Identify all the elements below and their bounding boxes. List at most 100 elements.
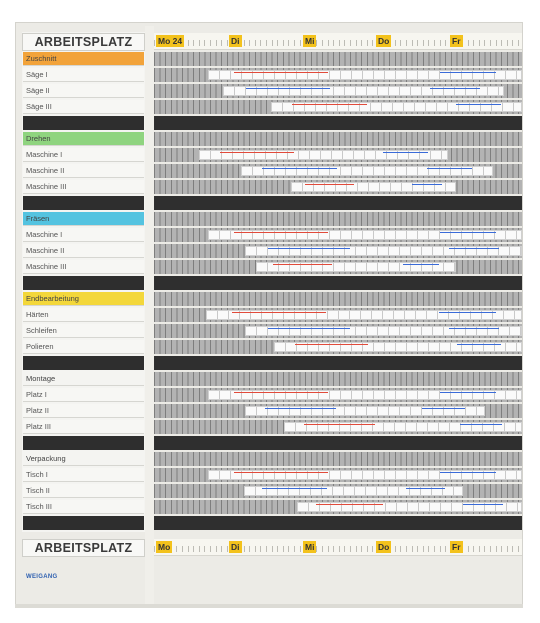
hour-tick	[249, 40, 251, 46]
order-card[interactable]	[243, 486, 464, 496]
top-day-tag: Do	[376, 35, 392, 47]
hour-tick	[434, 546, 435, 552]
hour-tick	[316, 546, 318, 552]
hour-tick	[322, 546, 323, 552]
day-header-top: Mo 24 Di Mi Do Fr	[154, 33, 522, 50]
hour-tick	[501, 546, 503, 552]
order-card-line	[439, 312, 496, 313]
order-card[interactable]	[222, 86, 504, 96]
hour-tick	[518, 546, 519, 552]
hour-tick	[394, 40, 396, 46]
order-card[interactable]	[284, 422, 522, 432]
hour-tick	[361, 40, 363, 46]
order-card[interactable]	[297, 502, 522, 512]
day-header-bottom: Mo Di Mi Do Fr	[154, 539, 522, 556]
separator-strip	[23, 436, 144, 450]
bottom-day-tag: Di	[229, 541, 242, 553]
hour-tick	[484, 546, 486, 552]
order-card-line	[234, 72, 328, 73]
hour-tick	[439, 40, 441, 46]
hour-tick	[445, 40, 447, 46]
separator-strip	[23, 516, 144, 530]
hour-tick	[400, 546, 402, 552]
top-day-tag: Mi	[303, 35, 317, 47]
hour-tick	[221, 40, 223, 46]
order-card-line	[457, 344, 502, 345]
order-card-line	[272, 264, 333, 265]
top-day-tag: Di	[229, 35, 242, 47]
order-card-line	[439, 392, 497, 393]
workstation-label: Maschine II	[23, 164, 144, 178]
hour-tick	[406, 40, 407, 46]
hour-tick	[299, 40, 301, 46]
hour-tick	[490, 546, 491, 552]
hour-tick	[210, 40, 211, 46]
order-card-line	[231, 312, 326, 313]
order-card[interactable]	[244, 326, 522, 336]
hour-tick	[322, 40, 323, 46]
group-label: Fräsen	[23, 212, 144, 226]
order-card[interactable]	[255, 262, 456, 272]
hour-tick	[344, 40, 346, 46]
group-label: Montage	[23, 372, 144, 386]
order-card[interactable]	[244, 246, 522, 256]
hour-tick	[210, 546, 211, 552]
hour-tick	[277, 546, 279, 552]
order-card[interactable]	[208, 470, 522, 480]
hour-tick	[333, 40, 335, 46]
order-card[interactable]	[205, 310, 522, 320]
workstation-label: Säge III	[23, 100, 144, 114]
group-grid-row	[154, 52, 522, 66]
hour-tick	[249, 546, 251, 552]
hour-tick	[501, 40, 503, 46]
order-card-line	[426, 168, 472, 169]
workstation-label: Maschine I	[23, 228, 144, 242]
workstation-label: Maschine I	[23, 148, 144, 162]
hour-tick	[473, 546, 475, 552]
hour-tick	[226, 546, 228, 552]
hour-tick	[282, 546, 284, 552]
hour-tick	[243, 40, 245, 46]
hour-tick	[512, 546, 514, 552]
workstation-label: Säge II	[23, 84, 144, 98]
order-card[interactable]	[240, 166, 493, 176]
hour-tick	[299, 546, 301, 552]
order-card[interactable]	[244, 406, 486, 416]
order-card[interactable]	[271, 102, 522, 112]
order-card-line	[234, 232, 328, 233]
order-card[interactable]	[199, 150, 449, 160]
group-grid-row	[154, 212, 522, 226]
top-day-tag: Mo 24	[156, 35, 185, 47]
workstation-label: Tisch III	[23, 500, 144, 514]
group-label: Drehen	[23, 132, 144, 146]
order-card-line	[449, 248, 499, 249]
hour-tick	[434, 40, 435, 46]
hour-tick	[473, 40, 475, 46]
order-card[interactable]	[290, 182, 456, 192]
order-card-line	[383, 152, 428, 153]
hour-tick	[350, 40, 351, 46]
hour-tick	[215, 546, 217, 552]
hour-tick	[182, 546, 183, 552]
grid-separator	[154, 356, 522, 370]
order-card-line	[405, 488, 445, 489]
order-card[interactable]	[208, 390, 522, 400]
order-card[interactable]	[208, 70, 522, 80]
order-card-line	[264, 408, 337, 409]
hour-tick	[400, 40, 402, 46]
hour-tick	[372, 546, 374, 552]
order-card-line	[315, 504, 383, 505]
group-grid-row	[154, 292, 522, 306]
hour-tick	[204, 40, 206, 46]
order-card[interactable]	[208, 230, 522, 240]
header-title-card: ARBEITSPLATZ	[22, 33, 145, 51]
hour-tick	[467, 40, 469, 46]
hour-tick	[422, 546, 424, 552]
order-card[interactable]	[273, 342, 522, 352]
hour-tick	[221, 546, 223, 552]
hour-tick	[266, 40, 267, 46]
hour-tick	[327, 546, 329, 552]
workstation-label: Maschine III	[23, 260, 144, 274]
workstation-label: Tisch I	[23, 468, 144, 482]
hour-tick	[204, 546, 206, 552]
